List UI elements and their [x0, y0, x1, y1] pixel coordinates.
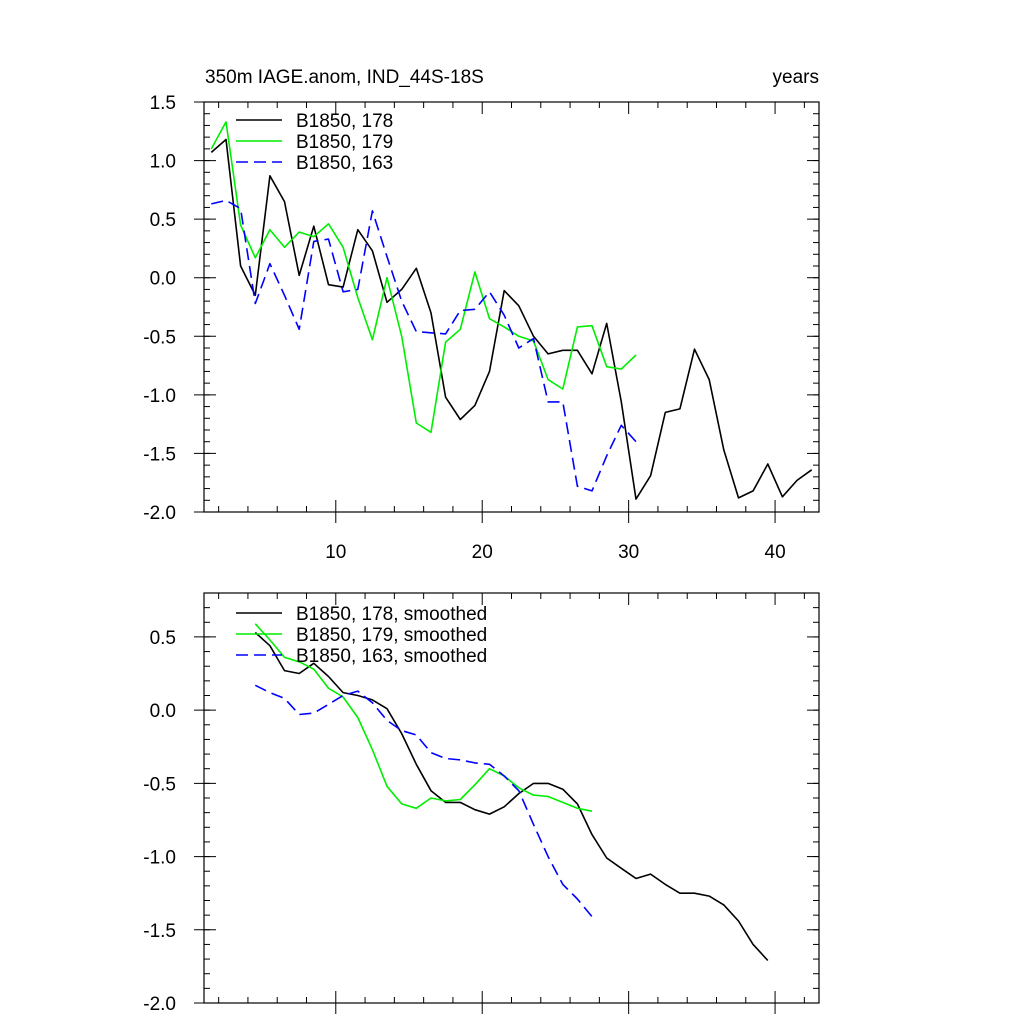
axes-top: 10 20 30 40 -2.0 -1.5 -1.0 -0.5 0.0 0.5 1.0 1.5	[143, 93, 819, 563]
legend-label-0: B1850, 178	[296, 111, 393, 132]
y-tick-label: -1.5	[143, 444, 176, 465]
x-tick-label: 40	[765, 542, 786, 563]
series-lines-bottom	[254, 623, 769, 962]
series-line-2	[211, 199, 637, 492]
x-tick-label: 10	[325, 542, 346, 563]
y-tick-label: 1.5	[150, 93, 176, 114]
units-label: years	[773, 67, 819, 88]
legend-label-1: B1850, 179	[296, 132, 393, 153]
y-tick-label: -0.5	[143, 327, 176, 348]
series-line-1	[210, 121, 637, 434]
axes-bottom: -2.0 -1.5 -1.0 -0.5 0.0 0.5	[143, 592, 819, 1015]
series-lines-top	[210, 121, 813, 500]
series-line-0	[254, 631, 769, 962]
y-tick-label: 0.5	[150, 628, 176, 649]
x-tick-label: 20	[472, 542, 493, 563]
y-tick-label: 1.0	[150, 152, 176, 173]
legend-label-0: B1850, 178, smoothed	[296, 604, 487, 625]
series-line-2	[254, 684, 593, 918]
y-tick-label: 0.0	[150, 269, 176, 290]
chart-title: 350m IAGE.anom, IND_44S-18S	[205, 67, 484, 88]
legend-label-2: B1850, 163	[296, 153, 393, 174]
chart-top: 350m IAGE.anom, IND_44S-18S years 10 20 30…	[143, 67, 820, 563]
series-line-0	[210, 138, 813, 500]
y-tick-label: -1.5	[143, 921, 176, 942]
legend-label-1: B1850, 179, smoothed	[296, 625, 487, 646]
y-tick-label: 0.0	[150, 701, 176, 722]
series-line-1	[254, 623, 593, 812]
y-tick-label: -1.0	[143, 386, 176, 407]
y-tick-label: -2.0	[143, 994, 176, 1015]
x-tick-label: 30	[618, 542, 639, 563]
legend-label-2: B1850, 163, smoothed	[296, 646, 487, 667]
chart-bottom: -2.0 -1.5 -1.0 -0.5 0.0 0.5 B1850, 178, smoot…	[143, 592, 820, 1015]
y-tick-label: -2.0	[143, 503, 176, 524]
y-tick-label: -0.5	[143, 774, 176, 795]
y-tick-label: -1.0	[143, 848, 176, 869]
y-tick-label: 0.5	[150, 210, 176, 231]
